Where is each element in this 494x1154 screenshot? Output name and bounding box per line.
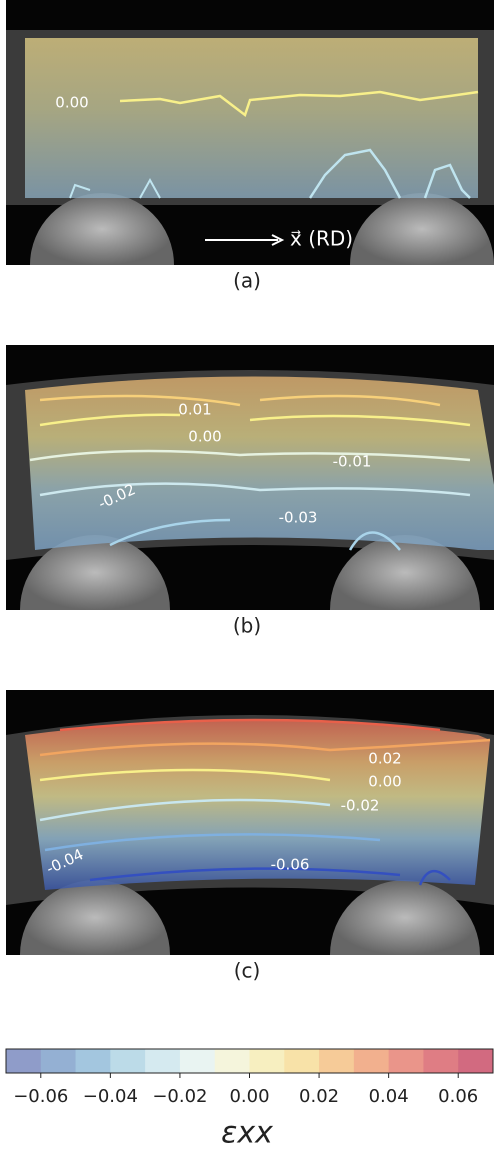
contour-label: 0.02: [368, 750, 401, 768]
contour-label: -0.02: [341, 797, 380, 815]
tick-label: 0.00: [229, 1086, 269, 1107]
panel-c: [6, 690, 494, 955]
panel-label: (c): [234, 959, 261, 983]
tick-label: −0.04: [83, 1086, 138, 1107]
contour-label: -0.06: [271, 856, 310, 874]
panel-a: [6, 0, 494, 265]
colorbar-swatch: [6, 1049, 42, 1073]
panel-b: [6, 345, 494, 610]
colorbar-swatch: [423, 1049, 459, 1073]
panel-label: (a): [233, 269, 261, 293]
tick-label: 0.06: [438, 1086, 478, 1107]
contour-label: -0.03: [279, 509, 318, 527]
colorbar-swatch: [284, 1049, 320, 1073]
colorbar-swatch: [249, 1049, 285, 1073]
colorbar-swatch: [40, 1049, 77, 1073]
colorbar-swatch: [353, 1049, 390, 1073]
tick-label: 0.04: [369, 1086, 409, 1107]
colorbar-swatch: [388, 1049, 424, 1073]
colorbar-swatch: [319, 1049, 355, 1073]
colorbar: −0.06 −0.04 −0.02 0.00 0.02 0.04 0.06 εxx: [5, 1048, 494, 1151]
colorbar-swatch: [458, 1049, 494, 1073]
contour-label: 0.00: [188, 428, 221, 446]
colorbar-label: εxx: [221, 1116, 273, 1151]
contour-label: 0.00: [55, 94, 88, 112]
contour-label: 0.00: [368, 773, 401, 791]
tick-label: −0.02: [152, 1086, 207, 1107]
colorbar-swatch: [145, 1049, 181, 1073]
colorbar-swatch: [110, 1049, 146, 1073]
tick-label: 0.02: [299, 1086, 339, 1107]
contour-label: 0.01: [178, 401, 211, 419]
colorbar-swatch: [75, 1049, 111, 1073]
axis-annotation: x⃗ (RD): [290, 227, 353, 251]
colorbar-swatch: [214, 1049, 250, 1073]
panel-label: (b): [233, 614, 261, 638]
contour-label: -0.01: [333, 453, 372, 471]
colorbar-swatch: [179, 1049, 216, 1073]
tick-label: −0.06: [13, 1086, 68, 1107]
